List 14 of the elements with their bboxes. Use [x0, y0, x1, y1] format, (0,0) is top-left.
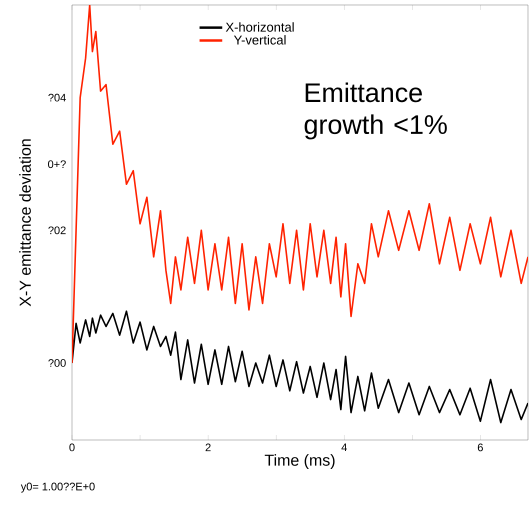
- text: y0= 1.00??E+0: [20, 482, 95, 493]
- annotation: Emittance growth <1%: [304, 82, 447, 140]
- x-tick-label: 0: [69, 444, 75, 452]
- text: 0+?: [48, 160, 66, 168]
- x-tick-label: 4: [341, 444, 347, 452]
- x-tick-label: 6: [478, 444, 483, 452]
- x-axis-title: Time (ms): [264, 454, 335, 469]
- y-axis-title: X-Y emittance deviation: [19, 139, 31, 306]
- legend-label: Y-vertical: [234, 35, 286, 45]
- text: ?00: [48, 359, 66, 367]
- text: ?02: [48, 226, 66, 234]
- legend-label: X-horizontal: [226, 22, 294, 32]
- x-tick-label: 2: [206, 444, 211, 452]
- text: ?04: [48, 94, 66, 102]
